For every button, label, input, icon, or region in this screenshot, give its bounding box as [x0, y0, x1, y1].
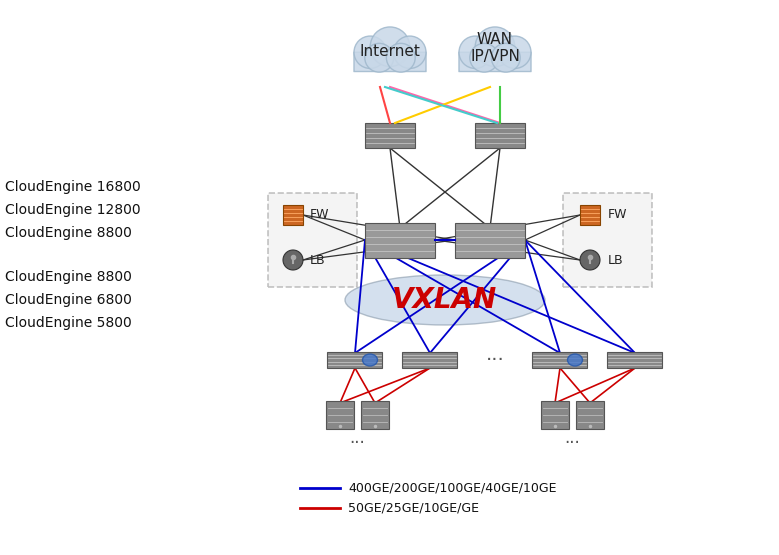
Circle shape: [354, 36, 386, 68]
Text: ···: ···: [564, 434, 580, 452]
FancyBboxPatch shape: [608, 352, 662, 368]
Text: VXLAN: VXLAN: [393, 286, 498, 314]
Text: 50GE/25GE/10GE/GE: 50GE/25GE/10GE/GE: [348, 502, 479, 514]
Circle shape: [283, 250, 303, 270]
FancyBboxPatch shape: [326, 401, 354, 429]
Circle shape: [386, 43, 415, 72]
Circle shape: [459, 36, 492, 68]
Circle shape: [393, 36, 426, 68]
Text: FW: FW: [608, 209, 628, 221]
Text: 400GE/200GE/100GE/40GE/10GE: 400GE/200GE/100GE/40GE/10GE: [348, 482, 556, 495]
FancyBboxPatch shape: [354, 52, 426, 72]
Text: CloudEngine 8800
CloudEngine 6800
CloudEngine 5800: CloudEngine 8800 CloudEngine 6800 CloudE…: [5, 270, 132, 330]
Text: LB: LB: [310, 254, 326, 266]
Text: Internet: Internet: [360, 44, 421, 59]
FancyBboxPatch shape: [365, 223, 435, 258]
FancyBboxPatch shape: [459, 52, 531, 72]
Text: ···: ···: [485, 351, 504, 370]
Circle shape: [492, 43, 520, 72]
FancyBboxPatch shape: [403, 352, 457, 368]
FancyBboxPatch shape: [455, 223, 525, 258]
Text: CloudEngine 16800
CloudEngine 12800
CloudEngine 8800: CloudEngine 16800 CloudEngine 12800 Clou…: [5, 180, 141, 240]
FancyBboxPatch shape: [541, 401, 569, 429]
Circle shape: [580, 250, 600, 270]
FancyBboxPatch shape: [268, 193, 357, 287]
FancyBboxPatch shape: [576, 401, 604, 429]
Ellipse shape: [567, 354, 583, 366]
FancyBboxPatch shape: [475, 123, 525, 148]
FancyBboxPatch shape: [533, 352, 587, 368]
Circle shape: [370, 27, 410, 67]
Circle shape: [365, 43, 393, 72]
FancyBboxPatch shape: [365, 123, 415, 148]
FancyBboxPatch shape: [563, 193, 652, 287]
Text: WAN
IP/VPN: WAN IP/VPN: [470, 32, 520, 64]
Text: LB: LB: [608, 254, 624, 266]
FancyBboxPatch shape: [580, 205, 600, 225]
Circle shape: [475, 27, 515, 67]
FancyBboxPatch shape: [283, 205, 303, 225]
Circle shape: [470, 43, 499, 72]
Circle shape: [499, 36, 531, 68]
Ellipse shape: [362, 354, 378, 366]
Text: FW: FW: [310, 209, 330, 221]
FancyBboxPatch shape: [361, 401, 389, 429]
FancyBboxPatch shape: [327, 352, 382, 368]
Text: ···: ···: [349, 434, 365, 452]
Ellipse shape: [345, 275, 545, 325]
